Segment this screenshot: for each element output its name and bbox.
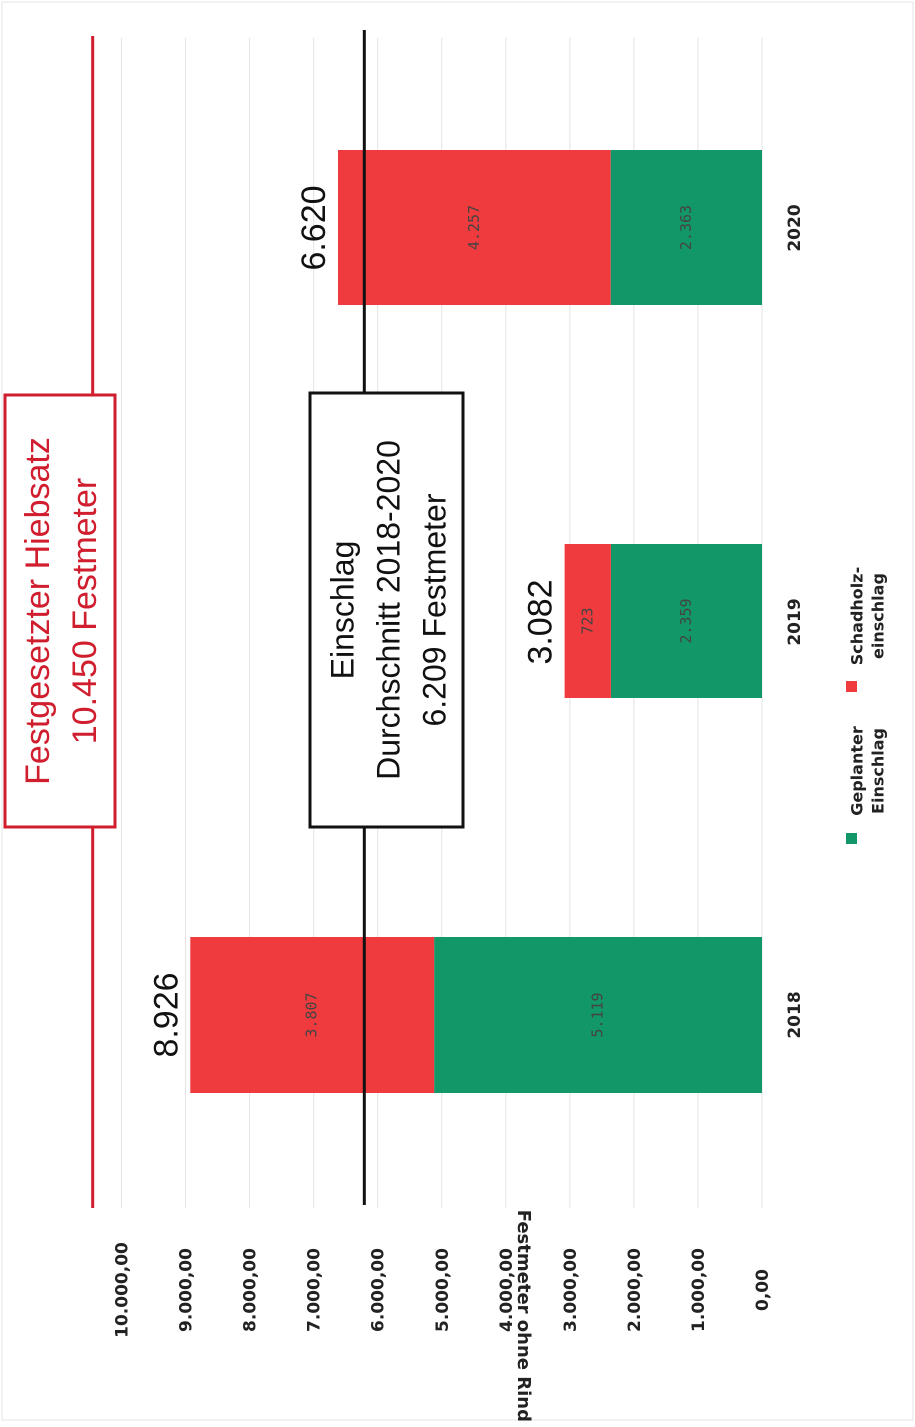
average-text-line: Einschlag (324, 541, 360, 680)
y-tick-label: 10.000,00 (113, 1242, 133, 1338)
y-tick-label: 1.000,00 (689, 1248, 709, 1332)
y-tick-label: 7.000,00 (305, 1248, 325, 1332)
hiebsatz-box (3, 393, 117, 829)
bar-schadholz-2020 (337, 150, 611, 305)
total-label: 8.926 (147, 972, 185, 1057)
bar-geplant-2020 (610, 150, 762, 305)
y-tick-label: 6.000,00 (369, 1248, 389, 1332)
segment-label: 2.363 (677, 205, 695, 250)
bar-schadholz-2019 (564, 544, 611, 698)
average-box (308, 391, 465, 829)
legend-label-geplant: Geplanter (848, 726, 867, 816)
hiebsatz-text-line: 10.450 Festmeter (66, 478, 104, 744)
segment-label: 2.359 (677, 598, 695, 643)
segment-label: 5.119 (589, 992, 607, 1037)
y-tick-label: 3.000,00 (561, 1248, 581, 1332)
legend-label-geplant: Einschlag (869, 728, 888, 814)
bar-geplant-2019 (610, 544, 762, 698)
y-tick-label: 2.000,00 (625, 1248, 645, 1332)
average-text-line: Durchschnitt 2018-2020 (370, 440, 406, 780)
total-label: 6.620 (295, 185, 333, 270)
total-label: 3.082 (522, 579, 560, 664)
legend-label-schadholz: einschlag (869, 573, 888, 659)
y-tick-label: 5.000,00 (433, 1248, 453, 1332)
segment-label: 723 (578, 607, 596, 634)
category-label: 2018 (785, 991, 805, 1038)
category-label: 2019 (785, 598, 805, 645)
legend-swatch-schadholz (846, 681, 857, 692)
y-tick-label: 8.000,00 (241, 1248, 261, 1332)
segment-label: 3.807 (303, 992, 321, 1037)
hiebsatz-text-line: Festgesetzter Hiebsatz (19, 437, 57, 785)
bar-schadholz-2018 (190, 937, 435, 1093)
bar-geplant-2018 (434, 937, 762, 1093)
y-tick-label: 9.000,00 (177, 1248, 197, 1332)
y-tick-label: 4.000,00 (497, 1248, 517, 1332)
y-tick-label: 0,00 (753, 1269, 773, 1311)
average-text-line: 6.209 Festmeter (416, 493, 452, 726)
segment-label: 4.257 (465, 205, 483, 250)
y-axis-title: Festmeter ohne Rinde (513, 1210, 534, 1422)
legend-label-schadholz: Schadholz- (848, 567, 867, 665)
legend-swatch-geplant (846, 833, 857, 844)
category-label: 2020 (785, 204, 805, 251)
